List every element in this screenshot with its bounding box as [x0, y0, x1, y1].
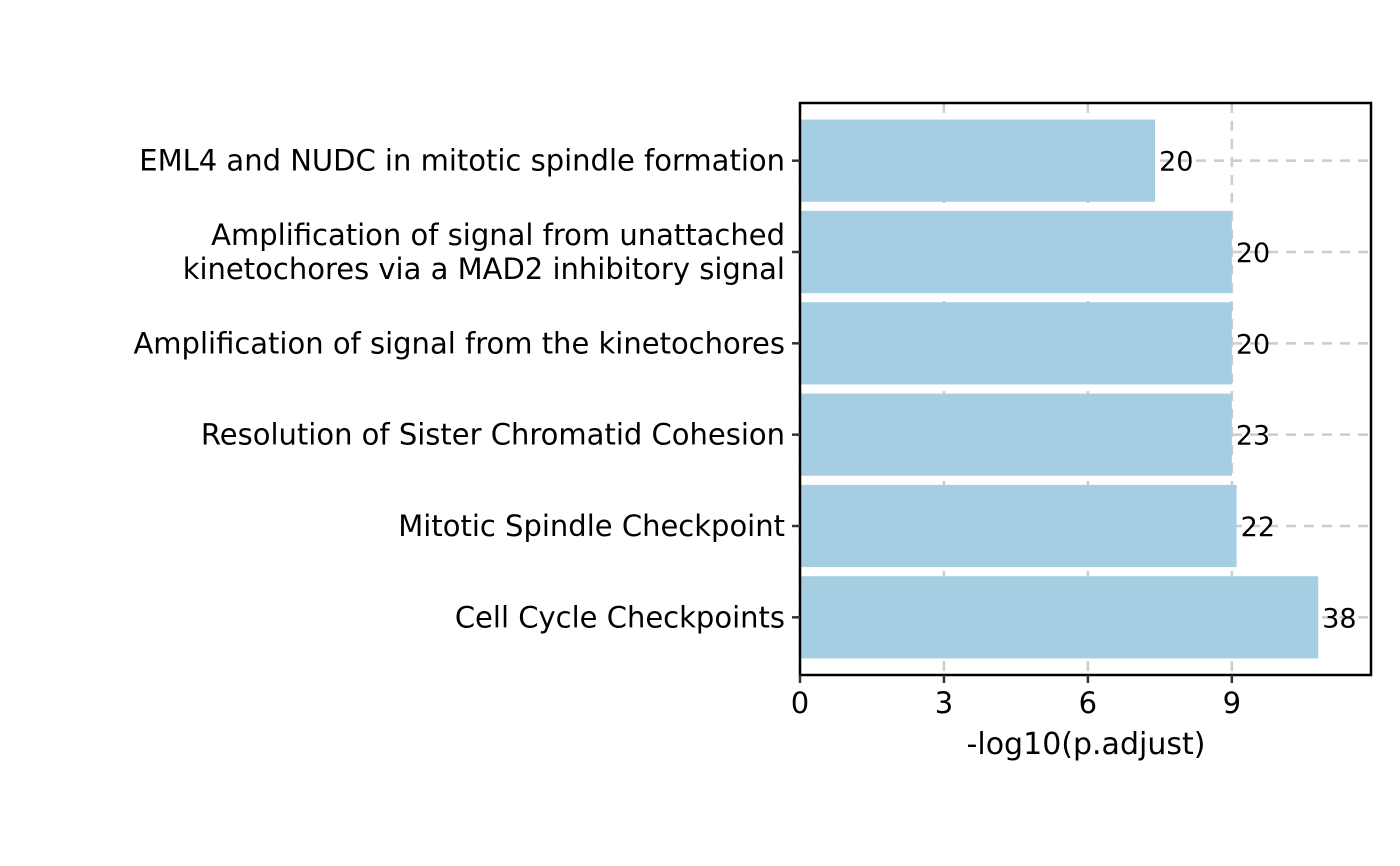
- count-label: 22: [1241, 512, 1275, 543]
- category-label: kinetochores via a MAD2 inhibitory signa…: [183, 252, 785, 286]
- category-label: Mitotic Spindle Checkpoint: [398, 509, 785, 543]
- bar: [800, 484, 1237, 568]
- bars: [800, 119, 1319, 659]
- count-label: 38: [1322, 603, 1356, 634]
- count-label: 20: [1236, 238, 1270, 269]
- category-label: EML4 and NUDC in mitotic spindle formati…: [139, 144, 785, 178]
- x-axis-title: -log10(p.adjust): [967, 727, 1206, 762]
- x-tick-label: 6: [1079, 686, 1097, 720]
- category-label: Amplification of signal from the kinetoc…: [133, 326, 785, 360]
- x-tick-label: 0: [791, 686, 809, 720]
- category-label: Cell Cycle Checkpoints: [455, 600, 785, 634]
- bar: [800, 393, 1232, 476]
- count-label: 20: [1159, 147, 1193, 178]
- bar: [800, 302, 1232, 385]
- bar: [800, 119, 1156, 202]
- count-labels: 20 20 20 23 22 38: [1159, 147, 1357, 635]
- x-axis: 0 3 6 9: [791, 675, 1241, 720]
- plot-frame: [798, 101, 1373, 677]
- count-label: 23: [1236, 421, 1270, 452]
- category-label: Resolution of Sister Chromatid Cohesion: [201, 418, 785, 452]
- bar: [800, 576, 1319, 659]
- bar: [800, 210, 1232, 294]
- y-axis: EML4 and NUDC in mitotic spindle formati…: [133, 144, 800, 634]
- count-label: 20: [1236, 329, 1270, 360]
- x-tick-label: 9: [1223, 686, 1241, 720]
- category-label: Amplification of signal from unattached: [211, 218, 785, 252]
- x-tick-label: 3: [935, 686, 953, 720]
